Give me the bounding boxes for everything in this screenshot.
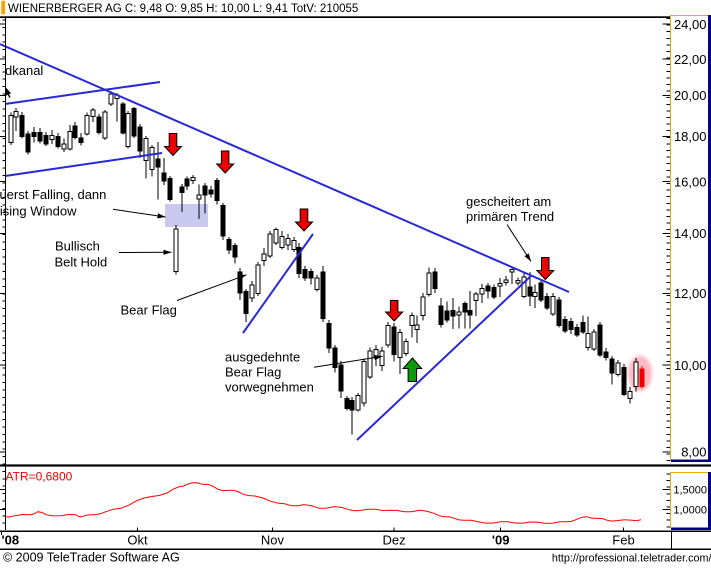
svg-text:ausgedehnte: ausgedehnte	[225, 350, 300, 365]
svg-text:1,5000: 1,5000	[673, 485, 707, 497]
svg-text:'09: '09	[492, 532, 510, 547]
svg-text:© 2009 TeleTrader Software AG: © 2009 TeleTrader Software AG	[3, 551, 180, 565]
svg-text:gescheitert am: gescheitert am	[466, 194, 551, 209]
svg-text:1,0000: 1,0000	[673, 505, 707, 517]
svg-text:10,00: 10,00	[674, 358, 707, 373]
svg-text:ATR=0,6800: ATR=0,6800	[6, 470, 73, 484]
svg-text:Bear Flag: Bear Flag	[121, 303, 177, 318]
svg-text:Nov: Nov	[261, 532, 285, 547]
svg-text:14,00: 14,00	[674, 226, 707, 241]
svg-text:Okt: Okt	[127, 532, 148, 547]
svg-text:20,00: 20,00	[674, 88, 707, 103]
svg-text:12,00: 12,00	[674, 286, 707, 301]
svg-text:WIENERBERGER AG C: 9,48 O: 9,8: WIENERBERGER AG C: 9,48 O: 9,85 H: 10,00…	[8, 3, 358, 15]
svg-text:Rising Window: Rising Window	[0, 204, 77, 219]
svg-text:Bear Flag: Bear Flag	[225, 365, 281, 380]
svg-text:24,00: 24,00	[674, 17, 707, 32]
svg-text:dkanal: dkanal	[5, 63, 43, 78]
svg-text:http://professional.teletrader: http://professional.teletrader.com/	[552, 553, 711, 565]
svg-text:16,00: 16,00	[674, 174, 707, 189]
svg-text:vorwegnehmen: vorwegnehmen	[225, 380, 314, 395]
svg-text:Zuerst Falling, dann: Zuerst Falling, dann	[0, 187, 106, 202]
svg-text:Belt Hold: Belt Hold	[55, 254, 108, 269]
svg-text:Feb: Feb	[612, 532, 634, 547]
svg-text:22,00: 22,00	[674, 52, 707, 67]
svg-text:18,00: 18,00	[674, 129, 707, 144]
svg-text:Bullisch: Bullisch	[55, 238, 100, 253]
svg-text:primären Trend: primären Trend	[466, 209, 554, 224]
svg-text:8,00: 8,00	[681, 444, 706, 459]
svg-text:Dez: Dez	[383, 532, 406, 547]
svg-text:'08: '08	[2, 532, 20, 547]
